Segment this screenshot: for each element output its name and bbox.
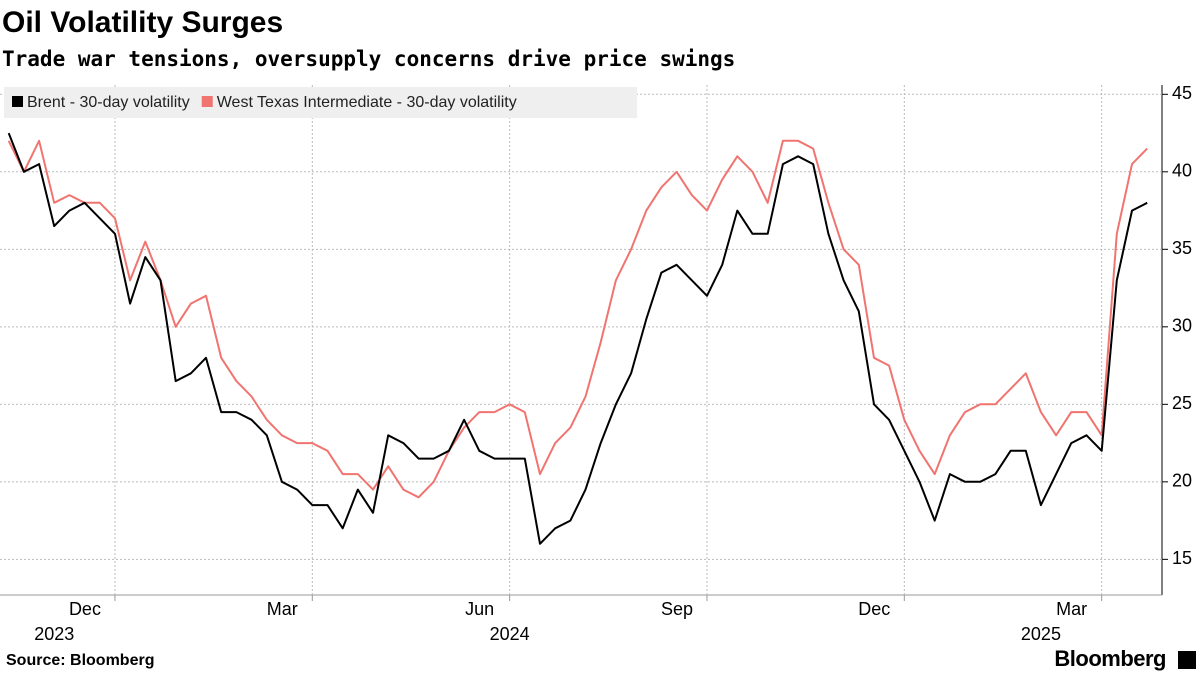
plot (7, 132, 1148, 545)
series-line (7, 139, 1148, 499)
x-tick-label: Mar (267, 599, 298, 619)
y-tick-label: 45 (1172, 83, 1192, 103)
x-tick-label: Dec (858, 599, 890, 619)
legend: Brent - 30-day volatility West Texas Inte… (12, 94, 517, 111)
y-tick-label: 40 (1172, 161, 1192, 181)
legend-box (4, 87, 637, 118)
source: Source: Bloomberg (6, 652, 154, 669)
x-tick-label: Sep (661, 599, 693, 619)
brand-icon (1178, 651, 1196, 669)
x-year-label: 2023 (34, 624, 74, 644)
y-tick-label: 15 (1172, 548, 1192, 568)
x-tick-label: Mar (1056, 599, 1087, 619)
y-tick-label: 25 (1172, 393, 1192, 413)
x-tick-label: Jun (465, 599, 494, 619)
legend-swatch (12, 96, 23, 107)
y-tick-label: 35 (1172, 238, 1192, 258)
chart-title: Oil Volatility Surges (2, 6, 283, 39)
chart-subtitle: Trade war tensions, oversupply concerns … (2, 47, 735, 71)
series-line (7, 132, 1148, 545)
y-tick-label: 20 (1172, 471, 1192, 491)
x-tick-label: Dec (69, 599, 101, 619)
legend-swatch (201, 96, 213, 107)
legend-label: West Texas Intermediate - 30-day volatil… (217, 94, 517, 111)
x-year-label: 2024 (490, 624, 530, 644)
y-tick-label: 30 (1172, 316, 1192, 336)
legend-label: Brent - 30-day volatility (27, 94, 190, 111)
x-year-label: 2025 (1021, 624, 1061, 644)
brand-logo: Bloomberg (1054, 646, 1166, 671)
